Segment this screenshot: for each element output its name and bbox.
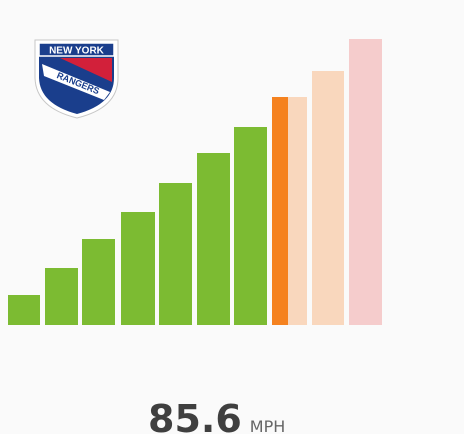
meter-bar (288, 97, 307, 325)
speed-meter (8, 39, 382, 325)
meter-bar-active (272, 97, 288, 325)
shield-band (38, 42, 115, 57)
meter-bar (82, 239, 115, 325)
meter-bar (121, 212, 155, 325)
meter-bar (349, 39, 382, 325)
meter-bar (159, 183, 192, 325)
speed-unit: MPH (250, 417, 285, 434)
meter-bar (45, 268, 78, 325)
team-logo: NEW YORK RANGERS (34, 39, 119, 119)
meter-bar (197, 153, 230, 325)
meter-bar (234, 127, 267, 325)
logo-top-text: NEW YORK (49, 46, 105, 57)
shield-ribbon (42, 64, 110, 100)
speed-value: 85.6 (148, 397, 242, 434)
shield-red (60, 58, 112, 82)
meter-bar (312, 71, 344, 325)
meter-bar (8, 295, 40, 325)
